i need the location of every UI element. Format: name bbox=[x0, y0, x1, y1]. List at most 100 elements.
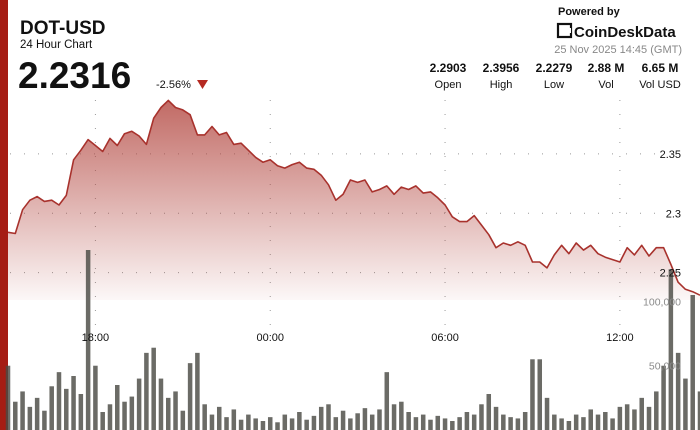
volume-bar bbox=[27, 406, 33, 430]
volume-bar bbox=[450, 421, 455, 430]
volume-bar bbox=[377, 409, 382, 430]
volume-bar bbox=[318, 406, 324, 430]
volume-bar bbox=[180, 410, 186, 430]
volume-bar bbox=[173, 391, 178, 430]
volume-bar bbox=[632, 409, 637, 430]
volume-bar bbox=[668, 269, 674, 430]
down-arrow bbox=[197, 80, 208, 89]
y2-tick-label: 100,000 bbox=[643, 296, 681, 308]
x-tick-label: 00:00 bbox=[256, 332, 284, 344]
volume-bar bbox=[289, 418, 295, 430]
timestamp: 25 Nov 2025 14:45 (GMT) bbox=[554, 44, 682, 56]
volume-bar bbox=[151, 347, 156, 430]
ticker: DOT-USD bbox=[20, 18, 106, 39]
volume-bar bbox=[661, 365, 666, 430]
volume-bar bbox=[355, 413, 360, 430]
volume-bar bbox=[165, 397, 171, 430]
volume-bar bbox=[282, 414, 288, 430]
volume-bar bbox=[187, 363, 193, 430]
volume-bar bbox=[697, 391, 700, 430]
stat-value: 2.2279 bbox=[536, 61, 573, 75]
volume-bar bbox=[34, 397, 40, 430]
y-tick-label: 2.25 bbox=[660, 268, 681, 280]
volume-bar bbox=[617, 406, 623, 430]
volume-bar bbox=[158, 378, 164, 430]
volume-bar bbox=[522, 412, 528, 430]
volume-bar bbox=[348, 418, 353, 430]
volume-bar bbox=[85, 250, 91, 430]
volume-bar bbox=[566, 421, 572, 430]
volume-bar bbox=[457, 417, 462, 430]
volume-bar bbox=[435, 415, 441, 430]
y-tick-label: 2.35 bbox=[660, 149, 681, 161]
volume-bar bbox=[49, 386, 54, 430]
x-tick-label: 18:00 bbox=[82, 332, 110, 344]
volume-bar bbox=[202, 404, 207, 430]
volume-bar bbox=[654, 391, 659, 430]
volume-bar bbox=[646, 406, 652, 430]
volume-bar bbox=[369, 414, 375, 430]
volume-bar bbox=[544, 397, 550, 430]
volume-bar bbox=[406, 412, 411, 430]
x-tick-label: 12:00 bbox=[606, 332, 634, 344]
volume-bar bbox=[515, 418, 521, 430]
brand: CoinDeskData bbox=[574, 24, 676, 41]
volume-bar bbox=[530, 359, 535, 430]
plot: 2.25 2.3 2.35 50,000 100,000 18:00 00:00 06:00 1… bbox=[5, 99, 700, 430]
volume-bar bbox=[144, 352, 149, 430]
volume-bar bbox=[442, 418, 448, 430]
y2-tick-label: 50,000 bbox=[649, 361, 681, 373]
volume-bar bbox=[20, 391, 25, 430]
volume-bar bbox=[501, 414, 506, 430]
volume-bar bbox=[675, 352, 681, 430]
volume-bar bbox=[42, 410, 47, 430]
volume-bar bbox=[624, 404, 630, 430]
volume-bar bbox=[253, 418, 258, 430]
stat-label: Vol bbox=[598, 79, 613, 91]
stat-value: 2.88 M bbox=[588, 61, 625, 75]
volume-bar bbox=[362, 408, 368, 430]
stat-value: 2.2903 bbox=[430, 61, 467, 75]
volume-bar bbox=[333, 417, 339, 430]
volume-bar bbox=[224, 417, 229, 430]
stat-value: 2.3956 bbox=[483, 61, 520, 75]
volume-bar bbox=[56, 372, 62, 430]
accent-bar bbox=[0, 0, 8, 430]
price-line bbox=[7, 99, 700, 296]
volume-bar bbox=[275, 422, 280, 430]
volume-bar bbox=[420, 414, 426, 430]
volume-bar bbox=[246, 414, 251, 430]
volume-bar bbox=[195, 352, 200, 430]
volume-bar bbox=[413, 417, 419, 430]
volume-bar bbox=[581, 417, 586, 430]
stat-label: Open bbox=[435, 79, 462, 91]
powered-by: Powered by bbox=[558, 6, 621, 18]
volume-bar bbox=[13, 401, 18, 430]
volume-bar bbox=[326, 404, 331, 430]
volume-bar bbox=[603, 412, 608, 430]
volume-bar bbox=[216, 406, 222, 430]
volume-bar bbox=[136, 378, 142, 430]
volume-bar bbox=[340, 410, 346, 430]
stat-label: Vol USD bbox=[639, 79, 681, 91]
y-tick-label: 2.3 bbox=[666, 208, 681, 220]
stat-label: High bbox=[490, 79, 513, 91]
stat-label: Low bbox=[544, 79, 564, 91]
volume-bar bbox=[610, 418, 615, 430]
volume-bar bbox=[64, 388, 69, 430]
volume-bar bbox=[573, 414, 579, 430]
volume-bar bbox=[297, 412, 302, 430]
volume-bar bbox=[260, 421, 266, 430]
volume-bar bbox=[5, 365, 11, 430]
volume-bar bbox=[115, 385, 120, 430]
volume-bar bbox=[78, 394, 84, 430]
volume-bar bbox=[209, 414, 215, 430]
volume-bar bbox=[391, 404, 397, 430]
subtitle: 24 Hour Chart bbox=[20, 39, 93, 51]
volume-bar bbox=[71, 376, 76, 430]
volume-bar bbox=[464, 412, 470, 430]
volume-bar bbox=[486, 394, 492, 430]
volume-bar bbox=[107, 404, 113, 430]
